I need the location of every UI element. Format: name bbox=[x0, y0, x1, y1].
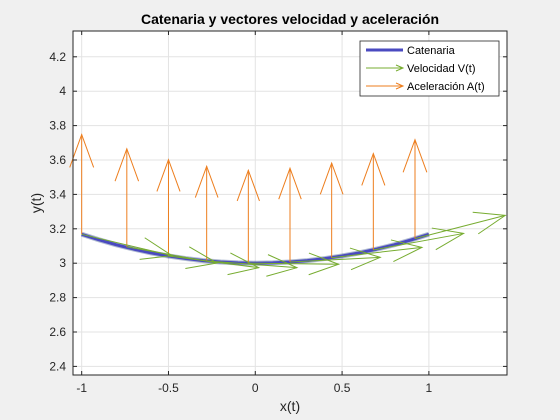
aceleracion-arrow-head bbox=[236, 168, 260, 202]
aceleracion-arrow bbox=[402, 138, 428, 239]
aceleracion-arrow bbox=[278, 166, 302, 262]
velocidad-arrow-shaft bbox=[289, 256, 381, 263]
x-tick-label: -0.5 bbox=[158, 381, 179, 395]
y-tick-label: 3.8 bbox=[49, 119, 66, 133]
x-tick-label: 0 bbox=[252, 381, 259, 395]
y-tick-label: 2.8 bbox=[49, 291, 66, 305]
y-tick-label: 3 bbox=[59, 256, 66, 270]
chart-title: Catenaria y vectores velocidad y acelera… bbox=[141, 11, 439, 27]
aceleracion-arrow-head bbox=[114, 147, 140, 182]
legend: Catenaria Velocidad V(t) Aceleración A(t… bbox=[359, 40, 500, 97]
legend-swatch-velocidad bbox=[366, 64, 405, 72]
velocidad-arrow-head bbox=[185, 246, 219, 270]
velocidad-arrow-head bbox=[390, 239, 424, 263]
aceleracion-arrow bbox=[194, 164, 219, 261]
velocidad-arrow bbox=[248, 252, 341, 276]
x-tick-label: 0.5 bbox=[334, 381, 351, 395]
velocidad-arrow bbox=[331, 239, 424, 263]
y-tick-label: 2.6 bbox=[49, 325, 66, 339]
aceleracion-arrow-head bbox=[278, 166, 302, 200]
aceleracion-arrow-head bbox=[361, 152, 386, 186]
aceleracion-arrow bbox=[361, 152, 386, 250]
velocidad-arrow-head bbox=[431, 227, 466, 251]
aceleracion-arrow bbox=[69, 133, 95, 235]
velocidad-arrow-shaft bbox=[331, 246, 422, 259]
x-tick-label: 1 bbox=[426, 381, 433, 395]
velocidad-arrow-head bbox=[227, 252, 261, 276]
x-axis-label: x(t) bbox=[280, 398, 300, 414]
y-axis-label: y(t) bbox=[28, 193, 44, 213]
legend-swatch-aceleracion bbox=[366, 82, 405, 90]
velocidad-arrow-shaft bbox=[206, 260, 297, 269]
velocidad-arrow-head bbox=[139, 237, 174, 260]
x-tick-label: -1 bbox=[76, 381, 87, 395]
velocidad-arrow bbox=[414, 211, 507, 240]
velocidad-arrow bbox=[289, 247, 382, 271]
velocidad-arrow-head bbox=[308, 252, 341, 276]
y-tick-label: 2.4 bbox=[49, 359, 66, 373]
aceleracion-arrow bbox=[236, 168, 260, 264]
velocidad-arrow-head bbox=[472, 211, 507, 235]
aceleracion-arrow-head bbox=[156, 158, 181, 192]
y-tick-label: 4.2 bbox=[49, 50, 66, 64]
velocidad-arrow-shaft bbox=[414, 214, 506, 240]
series-layer bbox=[69, 133, 507, 277]
aceleracion-arrow-head bbox=[402, 138, 428, 173]
aceleracion-arrow bbox=[319, 161, 344, 258]
y-tick-label: 3.4 bbox=[49, 187, 66, 201]
aceleracion-arrow-head bbox=[194, 164, 219, 198]
velocidad-arrow-head bbox=[266, 254, 299, 277]
aceleracion-arrow-head bbox=[319, 161, 344, 195]
aceleracion-arrow bbox=[114, 147, 140, 247]
ticks bbox=[73, 31, 507, 375]
velocidad-arrow-head bbox=[349, 247, 382, 271]
y-tick-label: 4 bbox=[59, 84, 66, 98]
legend-label-velocidad: Velocidad V(t) bbox=[407, 63, 475, 75]
y-tick-label: 3.2 bbox=[49, 222, 66, 236]
legend-label-catenaria: Catenaria bbox=[407, 45, 456, 57]
y-tick-label: 3.6 bbox=[49, 153, 66, 167]
axes-box bbox=[72, 30, 508, 376]
velocidad-arrow bbox=[206, 254, 299, 277]
aceleracion-arrow-head bbox=[69, 133, 95, 168]
legend-label-aceleracion: Aceleración A(t) bbox=[407, 81, 485, 93]
velocidad-arrow-shaft bbox=[248, 262, 339, 265]
tick-labels: -1 -0.5 0 0.5 1 2.4 2.6 2.8 3 3.2 3.4 3.6 3.8 4 4.2 bbox=[49, 50, 432, 395]
aceleracion-arrow bbox=[156, 158, 181, 256]
velocidad-arrow-shaft bbox=[373, 232, 464, 251]
velocidad-arrow bbox=[373, 227, 466, 251]
